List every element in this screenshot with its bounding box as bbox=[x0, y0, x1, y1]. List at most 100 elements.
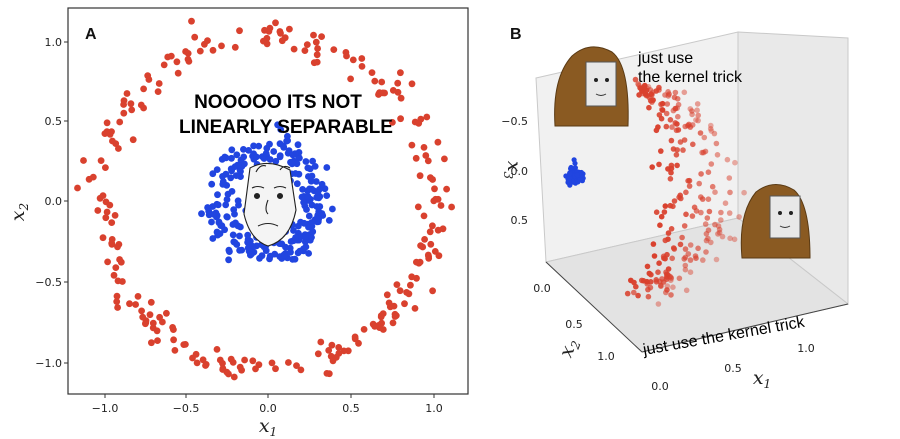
lifted-point bbox=[656, 260, 662, 267]
lifted-point bbox=[732, 159, 738, 166]
lifted-point bbox=[687, 242, 694, 248]
outer-ring-point bbox=[371, 323, 379, 330]
outer-ring-point bbox=[213, 346, 221, 353]
outer-ring-point bbox=[421, 236, 428, 243]
inner-ring-point bbox=[302, 234, 309, 242]
lifted-point bbox=[708, 122, 714, 129]
lifted-point bbox=[646, 104, 652, 111]
wojak-face-drawing bbox=[243, 162, 297, 247]
inner-ring-point bbox=[292, 170, 299, 177]
outer-ring-point bbox=[188, 17, 195, 25]
outer-ring-point bbox=[401, 300, 408, 308]
lifted-point bbox=[691, 204, 698, 211]
inner-ring-point bbox=[213, 166, 221, 174]
outer-ring-point bbox=[108, 219, 116, 227]
y-tick-label: 0.5 bbox=[45, 115, 63, 128]
outer-ring-point bbox=[241, 356, 249, 364]
outer-ring-point bbox=[434, 226, 442, 234]
outer-ring-point bbox=[160, 61, 168, 69]
outer-ring-point bbox=[109, 137, 116, 145]
inner-ring-point bbox=[307, 177, 315, 185]
inner-ring-point bbox=[240, 146, 247, 153]
inner-ring-point bbox=[287, 248, 294, 256]
outer-ring-point bbox=[128, 106, 136, 114]
outer-ring-point bbox=[276, 28, 284, 35]
lifted-point bbox=[695, 117, 701, 124]
kernel-caption-line-1: just use bbox=[637, 50, 693, 67]
hooded-figure-bottom bbox=[740, 184, 811, 259]
outer-ring-point bbox=[193, 359, 201, 367]
inner-ring-point bbox=[208, 180, 216, 188]
outer-ring-point bbox=[443, 185, 450, 193]
lifted-point bbox=[683, 211, 689, 218]
outer-ring-point bbox=[106, 201, 114, 209]
lifted-point bbox=[645, 286, 651, 293]
outer-ring-point bbox=[434, 195, 442, 203]
lifted-point bbox=[673, 127, 680, 134]
lifted-point bbox=[689, 122, 696, 128]
lifted-point bbox=[689, 108, 695, 114]
outer-ring-point bbox=[325, 347, 333, 354]
outer-ring-point bbox=[429, 222, 436, 230]
inner-ring-point bbox=[292, 234, 299, 241]
outer-ring-point bbox=[323, 370, 331, 377]
outer-ring-point bbox=[427, 240, 435, 248]
lifted-point bbox=[681, 256, 687, 262]
x2-tick-label: 1.0 bbox=[597, 350, 615, 363]
outer-ring-point bbox=[415, 119, 423, 127]
lifted-point bbox=[683, 287, 690, 294]
z-tick-label: 0.0 bbox=[511, 165, 529, 178]
lifted-point bbox=[675, 113, 681, 120]
lifted-point bbox=[724, 156, 731, 163]
lifted-point bbox=[671, 94, 678, 101]
outer-ring-point bbox=[103, 208, 111, 216]
outer-ring-point bbox=[174, 69, 182, 77]
lifted-point bbox=[653, 279, 660, 285]
inner-ring-point bbox=[294, 222, 302, 230]
lifted-point bbox=[674, 162, 680, 169]
outer-ring-point bbox=[137, 101, 145, 109]
inner-ring-point bbox=[304, 187, 311, 195]
x-tick-label: 0.5 bbox=[342, 402, 360, 415]
x-tick-label: −1.0 bbox=[92, 402, 119, 415]
lifted-point bbox=[664, 101, 671, 107]
outer-ring-point bbox=[182, 341, 189, 348]
lifted-point bbox=[677, 139, 684, 145]
inner-ring-point bbox=[234, 197, 242, 205]
inner-ring-point bbox=[289, 151, 297, 159]
lifted-point bbox=[665, 230, 672, 236]
inner-ring-point bbox=[209, 203, 217, 210]
inner-ring-point bbox=[228, 188, 236, 195]
lifted-point bbox=[731, 236, 738, 243]
outer-ring-point bbox=[182, 48, 190, 55]
inner-ring-point bbox=[244, 231, 252, 239]
inner-ring-point bbox=[232, 219, 239, 227]
inner-ring-point bbox=[296, 247, 304, 255]
inner-ring-point bbox=[247, 251, 254, 259]
lifted-point bbox=[668, 226, 675, 232]
outer-ring-point bbox=[313, 51, 321, 59]
lifted-point bbox=[656, 112, 663, 118]
lifted-point bbox=[631, 279, 637, 286]
lifted-point bbox=[712, 189, 718, 195]
outer-ring-point bbox=[397, 94, 405, 102]
outer-ring-point bbox=[393, 281, 401, 288]
inner-ring-point bbox=[314, 189, 321, 196]
lifted-point bbox=[693, 117, 699, 123]
outer-ring-series bbox=[74, 17, 455, 381]
inner-ring-point bbox=[280, 143, 288, 151]
outer-ring-point bbox=[371, 77, 379, 85]
lifted-point bbox=[694, 101, 701, 107]
lifted-point bbox=[669, 124, 675, 130]
outer-ring-point bbox=[347, 75, 354, 83]
outer-ring-point bbox=[261, 26, 268, 34]
outer-ring-point bbox=[426, 228, 434, 236]
lifted-point bbox=[690, 141, 696, 148]
outer-ring-point bbox=[390, 302, 398, 310]
outer-ring-point bbox=[335, 344, 343, 351]
panel-label-b: B bbox=[510, 26, 522, 43]
lifted-point bbox=[644, 263, 651, 270]
lifted-point bbox=[624, 290, 631, 297]
lifted-point bbox=[708, 161, 715, 167]
panel-b-ticks: −0.5 0.0 0.5 0.0 0.5 1.0 0.0 0.5 1.0 bbox=[501, 115, 814, 393]
